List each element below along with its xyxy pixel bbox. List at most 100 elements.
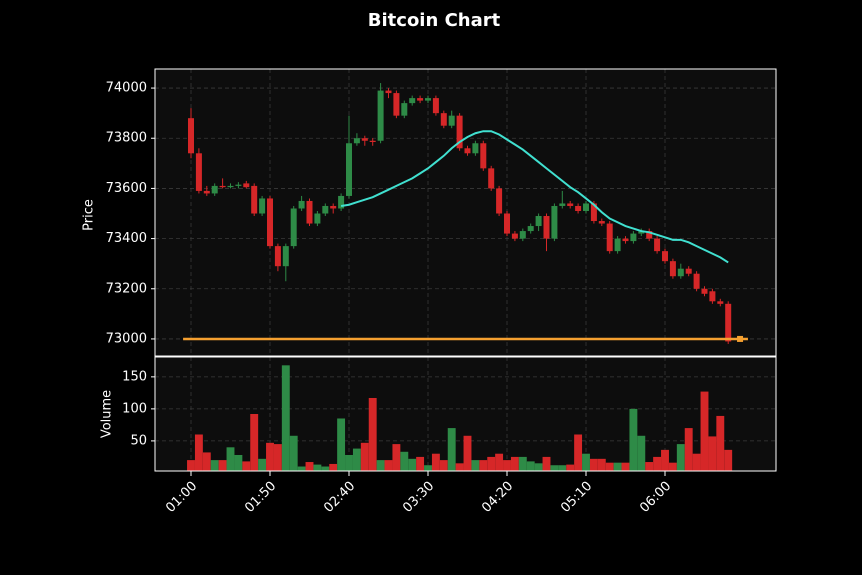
volume-bar: [471, 460, 480, 471]
volume-bar: [455, 463, 464, 471]
candle-body: [330, 205, 337, 209]
volume-bar: [495, 453, 504, 471]
volume-bar: [234, 454, 243, 471]
candle-body: [306, 200, 313, 224]
y-tick-label: 73600: [106, 181, 147, 196]
volume-bar: [605, 462, 614, 471]
volume-bar: [645, 462, 654, 471]
volume-bar: [574, 434, 583, 471]
volume-bar: [289, 435, 298, 471]
candle-body: [322, 205, 329, 214]
candle-body: [693, 273, 700, 289]
volume-bar: [550, 465, 559, 471]
candle-body: [511, 233, 518, 239]
volume-bar: [621, 462, 630, 471]
candle-body: [488, 168, 495, 189]
candle-body: [409, 98, 416, 104]
volume-bar: [226, 447, 235, 471]
candle-body: [725, 303, 732, 342]
candle-body: [504, 213, 510, 234]
candle-body: [669, 261, 676, 277]
candle-body: [195, 153, 202, 191]
candle-body: [567, 203, 574, 206]
candle-body: [575, 205, 582, 211]
volume-bar: [684, 428, 693, 471]
volume-bar: [202, 452, 211, 471]
candle-body: [298, 200, 305, 209]
candle-body: [646, 231, 653, 239]
volume-bar: [266, 442, 274, 471]
volume-bar: [708, 436, 717, 471]
candle-body: [251, 185, 258, 214]
volume-bar: [313, 464, 322, 471]
volume-bar: [653, 456, 662, 471]
volume-bar: [439, 460, 448, 471]
y-tick-label: 73200: [106, 281, 147, 296]
candle-body: [559, 203, 566, 206]
candle-body: [598, 221, 605, 224]
candle-body: [417, 98, 424, 101]
volume-bar: [479, 460, 488, 471]
candle-body: [448, 115, 455, 126]
y-tick-label: 150: [122, 369, 147, 384]
volume-bar: [661, 449, 669, 471]
candle-body: [551, 205, 558, 239]
y-axis-label: Price: [82, 199, 97, 231]
volume-bar: [700, 391, 709, 471]
volume-bar: [629, 408, 638, 471]
candle-body: [290, 208, 297, 247]
volume-bar: [416, 456, 425, 471]
price-plot-area: [155, 69, 776, 356]
candle-body: [369, 140, 376, 143]
candle-body: [401, 103, 408, 116]
y-tick-label: 100: [122, 401, 147, 416]
volume-bar: [329, 463, 338, 471]
candle-body: [543, 216, 550, 239]
volume-bar: [281, 365, 290, 471]
y-tick-label: 73400: [106, 231, 147, 246]
volume-bar: [589, 458, 598, 471]
candle-body: [282, 246, 289, 267]
volume-bar: [582, 453, 590, 471]
volume-bar: [487, 456, 496, 471]
candle-body: [219, 185, 226, 188]
volume-bar: [321, 466, 330, 471]
volume-bar: [724, 449, 733, 471]
volume-bar: [676, 444, 685, 471]
candle-body: [717, 301, 724, 304]
volume-bar: [447, 428, 456, 471]
volume-bar: [692, 453, 701, 471]
sma-line: [340, 130, 729, 264]
candle-body: [701, 288, 708, 294]
candle-body: [259, 198, 266, 214]
candle-body: [590, 203, 597, 222]
candle-body: [614, 238, 621, 252]
volume-bar: [518, 456, 527, 471]
volume-bar: [431, 453, 440, 471]
volume-bar: [297, 466, 306, 471]
volume-bar: [360, 442, 369, 471]
candle-body: [622, 238, 629, 242]
candle-body: [267, 198, 273, 247]
volume-bar: [376, 460, 385, 471]
candle-body: [188, 118, 194, 154]
volume-bar: [637, 435, 646, 471]
candle-body: [353, 138, 360, 144]
candle-body: [243, 183, 250, 188]
volume-bar: [542, 456, 551, 471]
volume-bar: [558, 465, 567, 471]
volume-bar: [566, 464, 575, 471]
volume-bar: [716, 415, 725, 471]
candle-body: [464, 148, 471, 154]
volume-bar: [408, 458, 417, 471]
volume-bar: [384, 460, 393, 471]
candle-body: [227, 185, 234, 188]
volume-bar: [337, 418, 346, 471]
volume-bar: [463, 435, 472, 471]
y-tick-label: 74000: [106, 81, 147, 96]
volume-bar: [273, 444, 282, 471]
candle-body: [662, 251, 668, 262]
volume-frame: [154, 356, 777, 472]
volume-bar: [368, 397, 377, 471]
volume-bar: [424, 465, 432, 471]
